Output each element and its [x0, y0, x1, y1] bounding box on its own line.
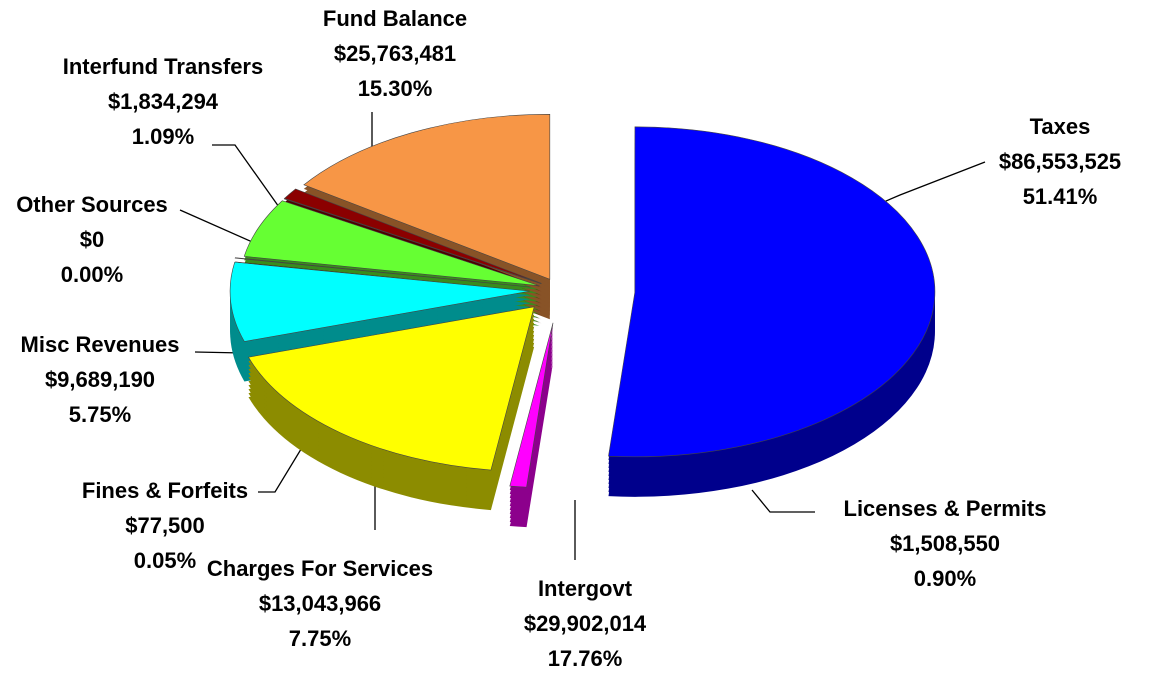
slice-percent-label: 1.09% [132, 124, 194, 149]
slice-label: Taxes [1030, 114, 1091, 139]
slice-percent-label: 0.90% [914, 566, 976, 591]
slice-label: Misc Revenues [21, 332, 180, 357]
leader-line [751, 489, 815, 513]
slice [608, 126, 936, 458]
slice [248, 306, 535, 471]
slice-label: Fines & Forfeits [82, 478, 248, 503]
slice-percent-label: 51.41% [1023, 184, 1098, 209]
slice-percent-label: 0.00% [61, 262, 123, 287]
slice [229, 261, 531, 342]
slice [303, 113, 551, 280]
slice-percent-label: 15.30% [358, 76, 433, 101]
slice-label: Intergovt [538, 576, 633, 601]
slice-value-label: $77,500 [125, 513, 205, 538]
slice-value-label: $1,508,550 [890, 531, 1000, 556]
slice-percent-label: 0.05% [134, 548, 196, 573]
slice-value-label: $29,902,014 [524, 611, 647, 636]
slice-value-label: $1,834,294 [108, 89, 219, 114]
slice-value-label: $86,553,525 [999, 149, 1121, 174]
slice [243, 200, 540, 287]
slice-value-label: $9,689,190 [45, 367, 155, 392]
slice-value-label: $13,043,966 [259, 591, 381, 616]
slice [509, 322, 554, 488]
slice [283, 188, 542, 284]
slice-label: Fund Balance [323, 6, 467, 31]
slice-label: Other Sources [16, 192, 168, 217]
slice-label: Licenses & Permits [844, 496, 1047, 521]
slice-percent-label: 17.76% [548, 646, 623, 671]
slice-label: Interfund Transfers [63, 54, 263, 79]
slice-value-label: $25,763,481 [334, 41, 456, 66]
slice-percent-label: 7.75% [289, 626, 351, 651]
slice [234, 257, 531, 288]
slice-percent-label: 5.75% [69, 402, 131, 427]
slice-label: Charges For Services [207, 556, 433, 581]
slice-value-label: $0 [80, 227, 104, 252]
